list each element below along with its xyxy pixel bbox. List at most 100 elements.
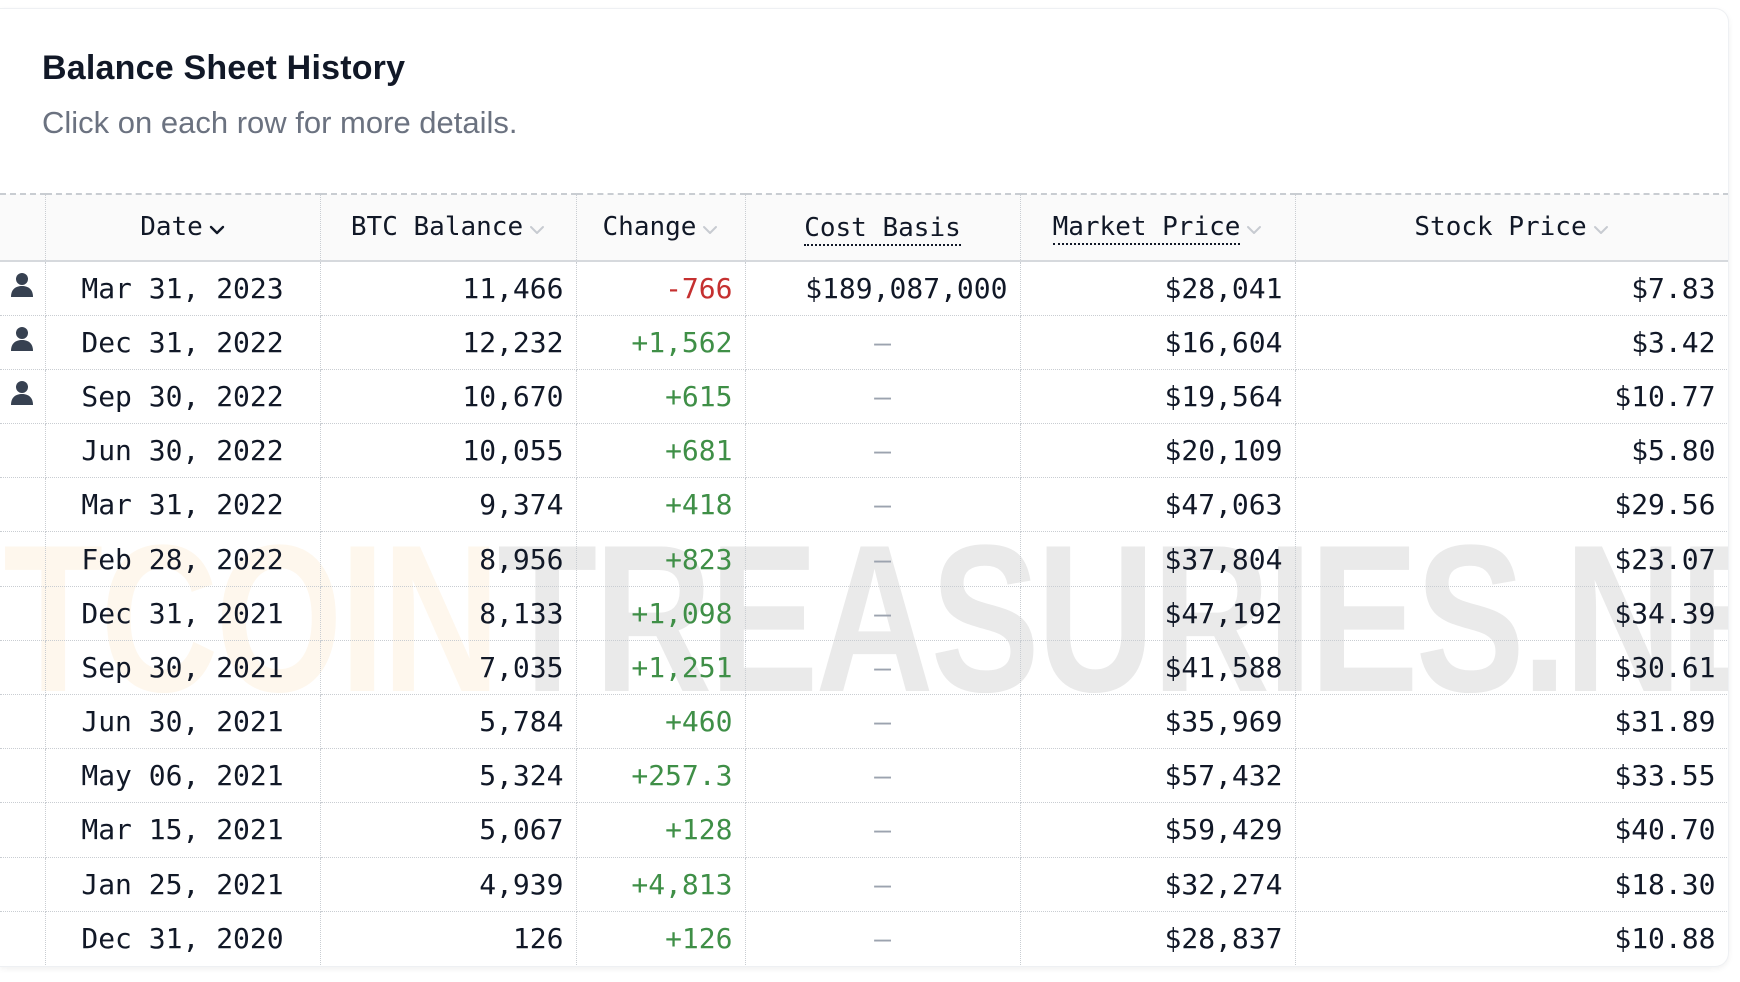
table-row[interactable]: Dec 31, 2020 126 +126— $28,837 $10.88: [0, 911, 1728, 966]
cell-cost-basis: —: [745, 857, 1021, 912]
cell-btc-balance: 9,374: [320, 477, 577, 533]
cell-market-price: $37,804: [1020, 531, 1296, 587]
sort-icon[interactable]: [702, 213, 718, 243]
cell-stock-price: $40.70: [1295, 802, 1728, 858]
page-title: Balance Sheet History: [42, 49, 406, 87]
cell-market-price: $20,109: [1020, 423, 1296, 479]
column-header-market-price[interactable]: Market Price: [1020, 193, 1296, 262]
table-body: Mar 31, 2023 11,466 -766 $189,087,000 $28,04…: [0, 261, 1728, 966]
cell-btc-balance: 5,067: [320, 802, 577, 858]
cell-cost-basis: —: [745, 531, 1021, 587]
cell-cost-basis: —: [745, 586, 1021, 641]
cell-change: +1,098: [576, 586, 746, 641]
card-header: Balance Sheet History Click on each row …: [42, 51, 518, 138]
cell-cost-basis: —: [745, 802, 1021, 858]
cell-change: -766: [576, 261, 746, 316]
cell-date: Dec 31, 2021: [45, 586, 321, 641]
cell-change: +418: [576, 477, 746, 533]
table-row[interactable]: Mar 31, 2023 11,466 -766 $189,087,000 $28,04…: [0, 261, 1728, 316]
cell-stock-price: $29.56: [1295, 477, 1728, 533]
table-row[interactable]: May 06, 2021 5,324 +257.3— $57,432 $33.55: [0, 748, 1728, 804]
column-header-market-price-label[interactable]: Market Price: [1052, 212, 1241, 246]
column-header-change-label: Change: [602, 212, 697, 243]
cell-date: Dec 31, 2020: [45, 911, 321, 966]
row-icon-cell: [0, 315, 46, 370]
cell-btc-balance: 8,133: [320, 586, 577, 641]
cell-date: Mar 31, 2023: [45, 261, 321, 316]
cell-market-price: $16,604: [1020, 315, 1296, 370]
cell-change: +681: [576, 423, 746, 479]
cell-change: +460: [576, 694, 746, 750]
cell-btc-balance: 7,035: [320, 640, 577, 696]
cell-stock-price: $10.77: [1295, 369, 1728, 425]
column-header-cost-basis[interactable]: Cost Basis: [745, 193, 1021, 262]
sort-desc-icon[interactable]: [209, 213, 225, 243]
table-row[interactable]: Jun 30, 2022 10,055 +681— $20,109 $5.80: [0, 423, 1728, 479]
cell-stock-price: $10.88: [1295, 911, 1728, 966]
cell-cost-basis: —: [745, 911, 1021, 966]
row-icon-cell: [0, 857, 46, 912]
table-row[interactable]: Mar 31, 2022 9,374 +418— $47,063 $29.56: [0, 477, 1728, 533]
sort-icon[interactable]: [1246, 213, 1262, 243]
table-row[interactable]: Sep 30, 2021 7,035 +1,251— $41,588 $30.61: [0, 640, 1728, 696]
cell-cost-basis: —: [745, 748, 1021, 804]
table-row[interactable]: Sep 30, 2022 10,670 +615— $19,564 $10.77: [0, 369, 1728, 425]
cell-btc-balance: 5,324: [320, 748, 577, 804]
cell-market-price: $41,588: [1020, 640, 1296, 696]
user-icon: [10, 380, 34, 413]
table-row[interactable]: Dec 31, 2021 8,133 +1,098— $47,192 $34.39: [0, 586, 1728, 641]
row-icon-cell: [0, 640, 46, 696]
table-row[interactable]: Jun 30, 2021 5,784 +460— $35,969 $31.89: [0, 694, 1728, 750]
cell-date: Dec 31, 2022: [45, 315, 321, 370]
cell-change: +128: [576, 802, 746, 858]
row-icon-cell: [0, 423, 46, 479]
cell-change: +257.3: [576, 748, 746, 804]
cell-date: Sep 30, 2022: [45, 369, 321, 425]
cell-change: +615: [576, 369, 746, 425]
sort-icon[interactable]: [1593, 213, 1609, 243]
cell-btc-balance: 10,670: [320, 369, 577, 425]
sort-icon[interactable]: [529, 213, 545, 243]
cell-cost-basis: —: [745, 369, 1021, 425]
cell-date: Feb 28, 2022: [45, 531, 321, 587]
cell-market-price: $57,432: [1020, 748, 1296, 804]
user-icon: [10, 326, 34, 359]
cell-btc-balance: 5,784: [320, 694, 577, 750]
row-icon-cell: [0, 911, 46, 966]
cell-date: Sep 30, 2021: [45, 640, 321, 696]
cell-stock-price: $7.83: [1295, 261, 1728, 316]
cell-change: +1,562: [576, 315, 746, 370]
cell-cost-basis: —: [745, 423, 1021, 479]
cell-cost-basis: —: [745, 315, 1021, 370]
cell-btc-balance: 8,956: [320, 531, 577, 587]
column-header-date[interactable]: Date: [45, 193, 321, 262]
column-header-cost-basis-label[interactable]: Cost Basis: [804, 212, 961, 246]
column-header-btc-balance-label: BTC Balance: [350, 212, 524, 243]
column-header-change[interactable]: Change: [576, 193, 746, 262]
cell-stock-price: $3.42: [1295, 315, 1728, 370]
row-icon-cell: [0, 802, 46, 858]
table-row[interactable]: Mar 15, 2021 5,067 +128— $59,429 $40.70: [0, 802, 1728, 858]
cell-market-price: $28,837: [1020, 911, 1296, 966]
column-header-icon: [0, 193, 46, 262]
table-row[interactable]: Jan 25, 2021 4,939 +4,813— $32,274 $18.30: [0, 857, 1728, 912]
row-icon-cell: [0, 261, 46, 316]
cell-stock-price: $33.55: [1295, 748, 1728, 804]
cell-market-price: $32,274: [1020, 857, 1296, 912]
column-header-stock-price[interactable]: Stock Price: [1295, 193, 1728, 262]
cell-date: Mar 31, 2022: [45, 477, 321, 533]
cell-btc-balance: 11,466: [320, 261, 577, 316]
table-row[interactable]: Feb 28, 2022 8,956 +823— $37,804 $23.07: [0, 531, 1728, 587]
cell-cost-basis: —: [745, 640, 1021, 696]
column-header-btc-balance[interactable]: BTC Balance: [320, 193, 577, 262]
row-icon-cell: [0, 586, 46, 641]
user-icon: [10, 272, 34, 305]
cell-stock-price: $5.80: [1295, 423, 1728, 479]
table-header-row: Date BTC Balance Change Cost Basis Marke…: [0, 193, 1728, 262]
cell-stock-price: $31.89: [1295, 694, 1728, 750]
cell-change: +126: [576, 911, 746, 966]
column-header-date-label: Date: [140, 212, 203, 243]
table-row[interactable]: Dec 31, 2022 12,232 +1,562— $16,604 $3.42: [0, 315, 1728, 370]
cell-market-price: $35,969: [1020, 694, 1296, 750]
row-icon-cell: [0, 694, 46, 750]
